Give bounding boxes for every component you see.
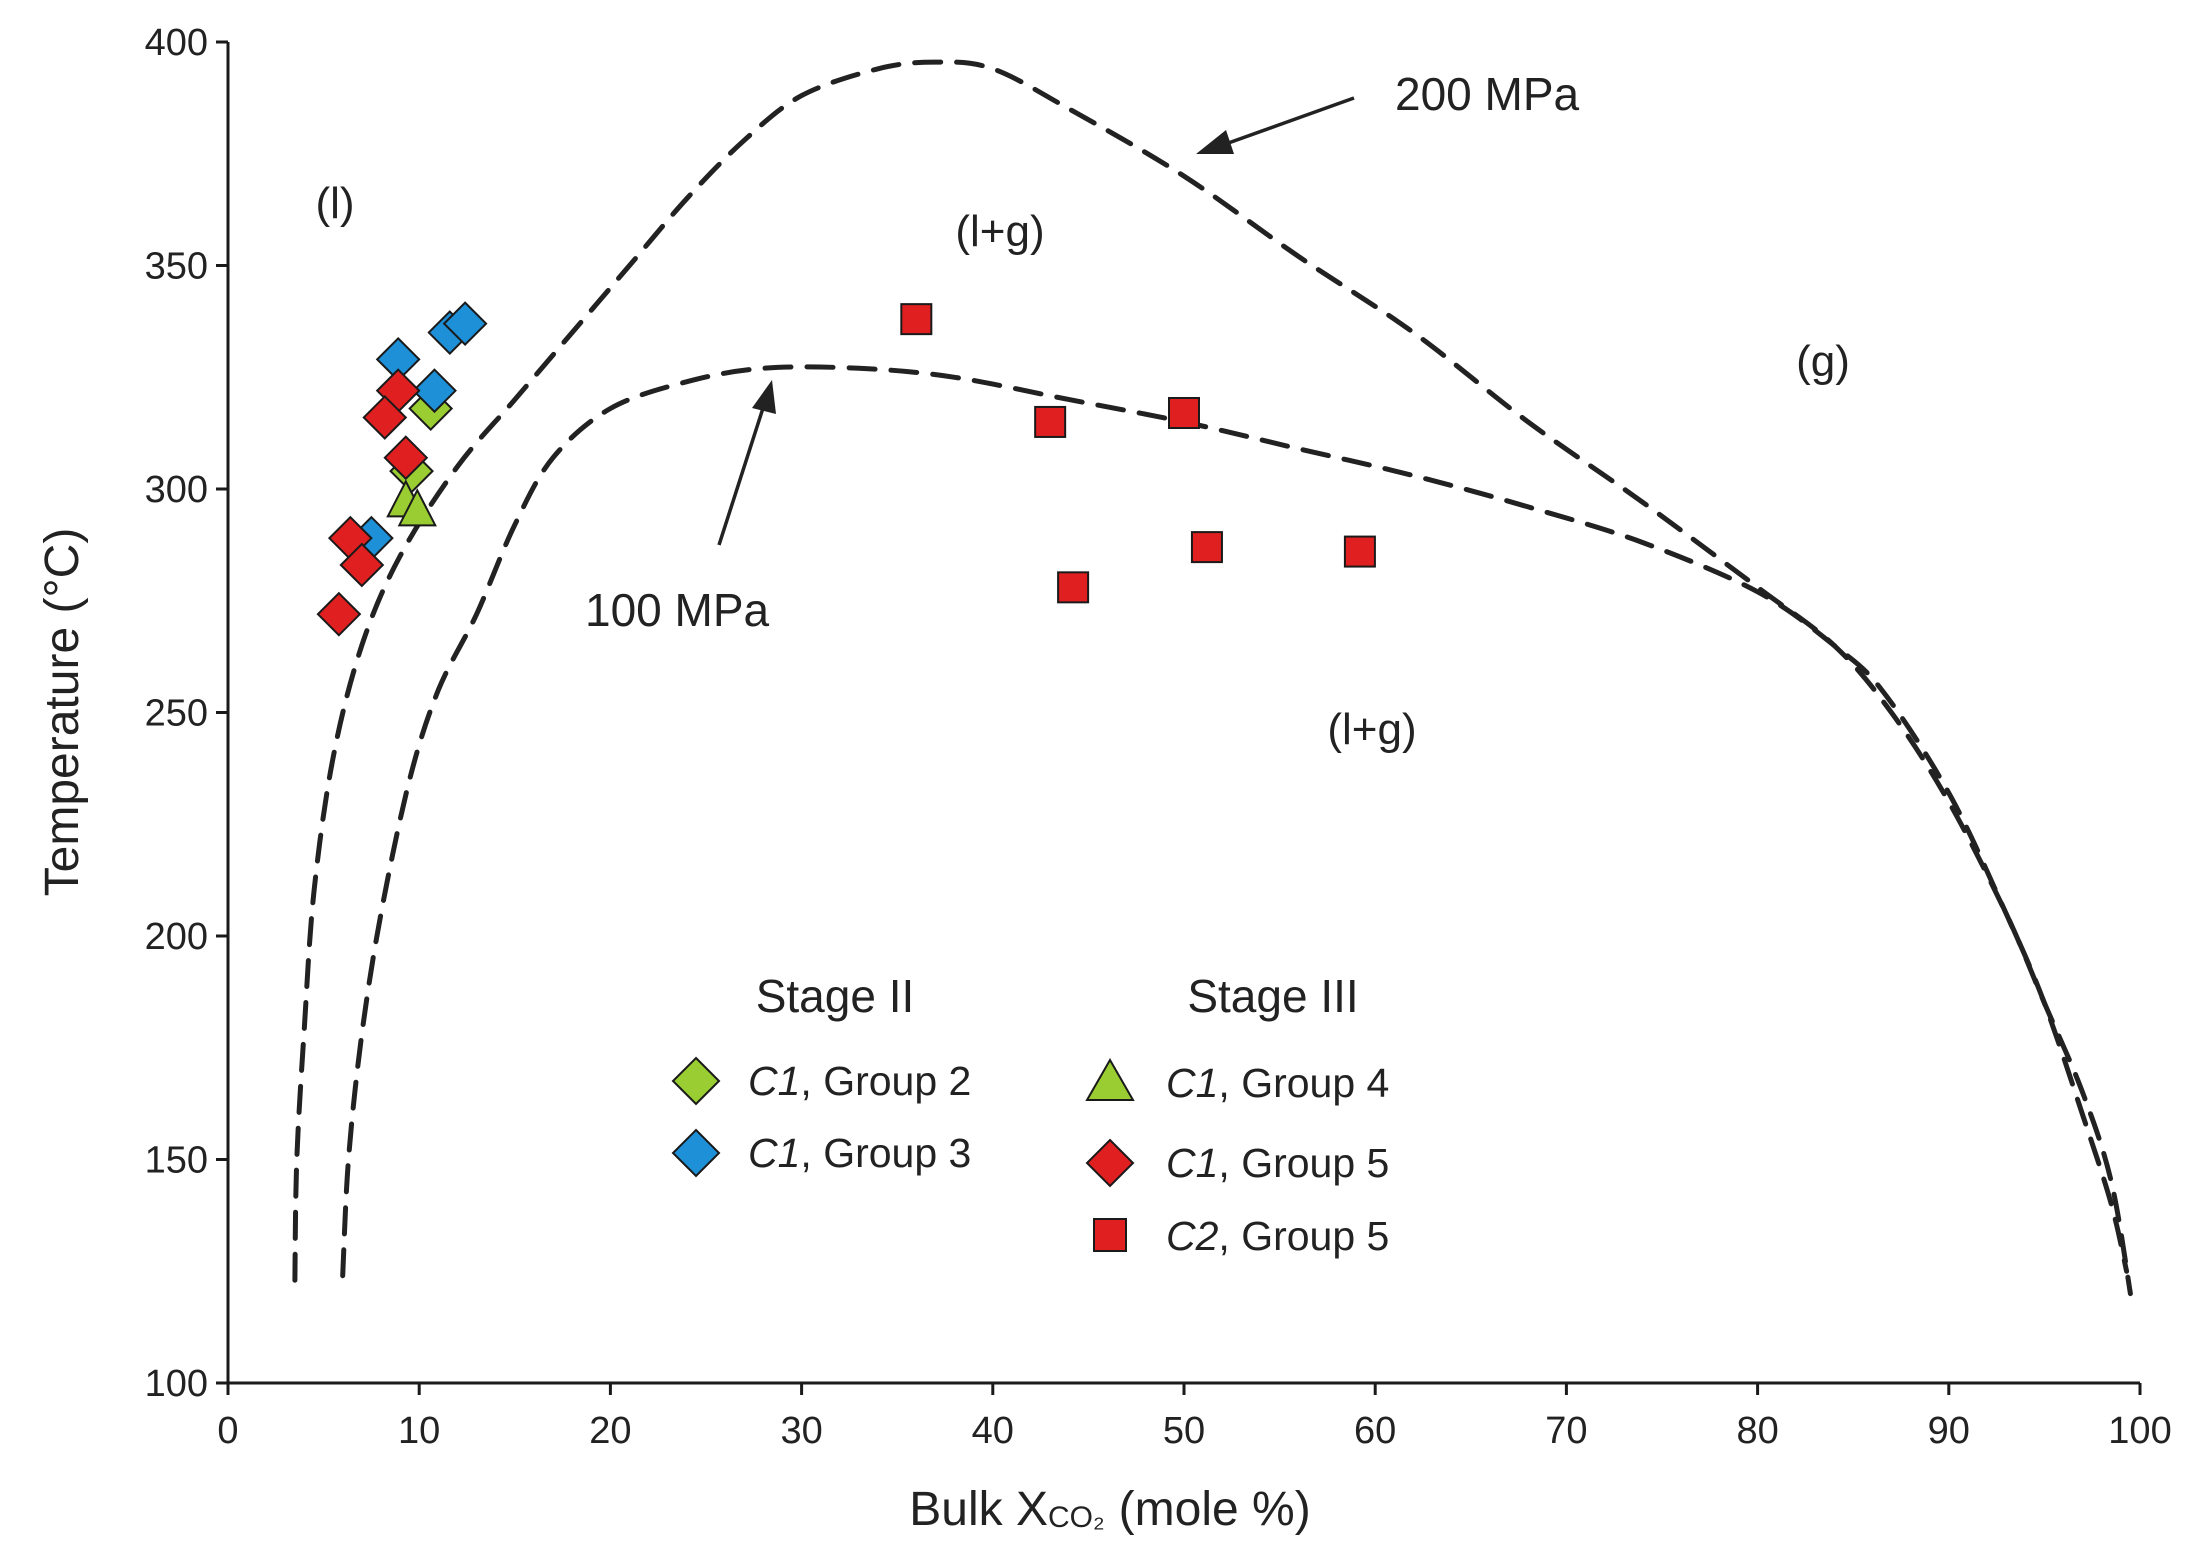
- data-point-c1-group-5: [362, 395, 408, 440]
- legend-label: C1, Group 5: [1166, 1140, 1389, 1186]
- data-point-c1-group-5: [339, 542, 385, 588]
- label-200mpa: 200 MPa: [1395, 68, 1580, 120]
- x-axis-title-unit: (mole %): [1119, 1483, 1311, 1536]
- legend-label: C1, Group 3: [748, 1130, 971, 1176]
- data-point-c2-group-5: [1190, 531, 1223, 564]
- phase-boundary-curves: [292, 59, 2133, 1297]
- legend-entry-c2-group-5: C2, Group 5: [1093, 1213, 1389, 1259]
- x-ticks: 0 10 20 30 40 50 60 70 80 90 100: [217, 1383, 2172, 1452]
- legend-label-inclusion: C1: [1166, 1140, 1218, 1186]
- x-tick-label: 0: [217, 1410, 238, 1452]
- x-tick-label: 80: [1736, 1410, 1778, 1452]
- legend-blue-diamond-icon: [671, 1128, 721, 1178]
- legend-label-group: , Group 5: [1218, 1140, 1389, 1186]
- data-point-c2-group-5: [1343, 535, 1376, 568]
- x-tick-label: 40: [972, 1410, 1014, 1452]
- x-tick-label: 90: [1928, 1410, 1970, 1452]
- x-tick-label: 30: [780, 1410, 822, 1452]
- annotation-200mpa: 200 MPa: [1196, 68, 1580, 154]
- legend-red-square-icon: [1093, 1218, 1127, 1252]
- region-label-gas: (g): [1796, 337, 1850, 386]
- data-point-c2-group-5: [1057, 571, 1090, 604]
- annotation-100mpa: 100 MPa: [585, 380, 776, 636]
- x-tick-label: 100: [2108, 1410, 2171, 1452]
- arrow-100mpa: [717, 404, 766, 546]
- x-tick-label: 20: [589, 1410, 631, 1452]
- legend-label-inclusion: C2: [1166, 1213, 1219, 1259]
- x-tick-label: 10: [398, 1410, 440, 1452]
- data-point-c2-group-5: [900, 303, 933, 336]
- legend-label: C1, Group 2: [748, 1058, 971, 1104]
- legend-label: C1, Group 4: [1166, 1060, 1389, 1106]
- legend-entry-c1-group-2: C1, Group 2: [671, 1056, 971, 1106]
- legend-header-stage-ii: Stage II: [756, 970, 915, 1022]
- data-point-c1-group-4: [397, 488, 437, 527]
- y-axis-title: Temperature (°C): [36, 528, 89, 897]
- y-tick-label: 300: [145, 469, 208, 511]
- arrowhead-200mpa-icon: [1196, 130, 1234, 154]
- data-points: [316, 301, 1376, 637]
- data-point-c2-group-5: [1168, 397, 1200, 430]
- x-tick-label: 60: [1354, 1410, 1396, 1452]
- region-label-two-phase-upper: (l+g): [955, 207, 1044, 256]
- isobar-curve-100-mpa: [340, 364, 2130, 1279]
- legend-label-inclusion: C1: [748, 1130, 800, 1176]
- legend-header-stage-iii: Stage III: [1187, 970, 1358, 1022]
- y-tick-label: 150: [145, 1140, 208, 1182]
- region-label-two-phase-lower: (l+g): [1327, 705, 1416, 754]
- x-axis-title-main: Bulk X: [909, 1483, 1048, 1536]
- data-point-c2-group-5: [1034, 405, 1067, 438]
- x-tick-label: 50: [1163, 1410, 1205, 1452]
- data-point-c1-group-3: [412, 368, 457, 414]
- legend-label-group: , Group 5: [1218, 1213, 1389, 1259]
- arrow-200mpa: [1219, 96, 1355, 148]
- legend-label-group: , Group 3: [800, 1130, 971, 1176]
- data-point-c1-group-3: [442, 301, 488, 347]
- data-point-c1-group-5: [383, 435, 429, 481]
- legend-label-group: , Group 2: [800, 1058, 971, 1104]
- data-point-c1-group-5: [316, 591, 362, 637]
- y-tick-label: 250: [145, 693, 208, 735]
- legend-entry-c1-group-3: C1, Group 3: [671, 1128, 971, 1178]
- label-100mpa: 100 MPa: [585, 584, 770, 636]
- x-axis-title-subscript: CO₂: [1048, 1501, 1105, 1534]
- isobar-curve-200-mpa: [292, 59, 2133, 1297]
- y-tick-label: 350: [145, 246, 208, 288]
- region-label-liquid: (l): [315, 179, 354, 228]
- legend-green-triangle-icon: [1085, 1057, 1135, 1101]
- arrowhead-100mpa-icon: [752, 380, 776, 414]
- legend-green-diamond-icon: [671, 1056, 721, 1106]
- legend-label-inclusion: C1: [1166, 1060, 1218, 1106]
- y-tick-label: 100: [145, 1363, 208, 1405]
- x-axis-title: Bulk XCO₂ (mole %): [909, 1483, 1310, 1536]
- y-tick-label: 200: [145, 916, 208, 958]
- legend-label: C2, Group 5: [1166, 1213, 1389, 1259]
- y-ticks: 100 150 200 250 300 350 400: [145, 22, 228, 1405]
- legend: Stage II Stage III C1, Group 2 C1, Group…: [671, 970, 1389, 1259]
- legend-entry-c1-group-5: C1, Group 5: [1085, 1138, 1389, 1188]
- x-tick-label: 70: [1545, 1410, 1587, 1452]
- legend-entry-c1-group-4: C1, Group 4: [1085, 1057, 1389, 1106]
- legend-red-diamond-icon: [1085, 1138, 1135, 1188]
- y-tick-label: 400: [145, 22, 208, 64]
- legend-label-group: , Group 4: [1218, 1060, 1389, 1106]
- legend-label-inclusion: C1: [748, 1058, 800, 1104]
